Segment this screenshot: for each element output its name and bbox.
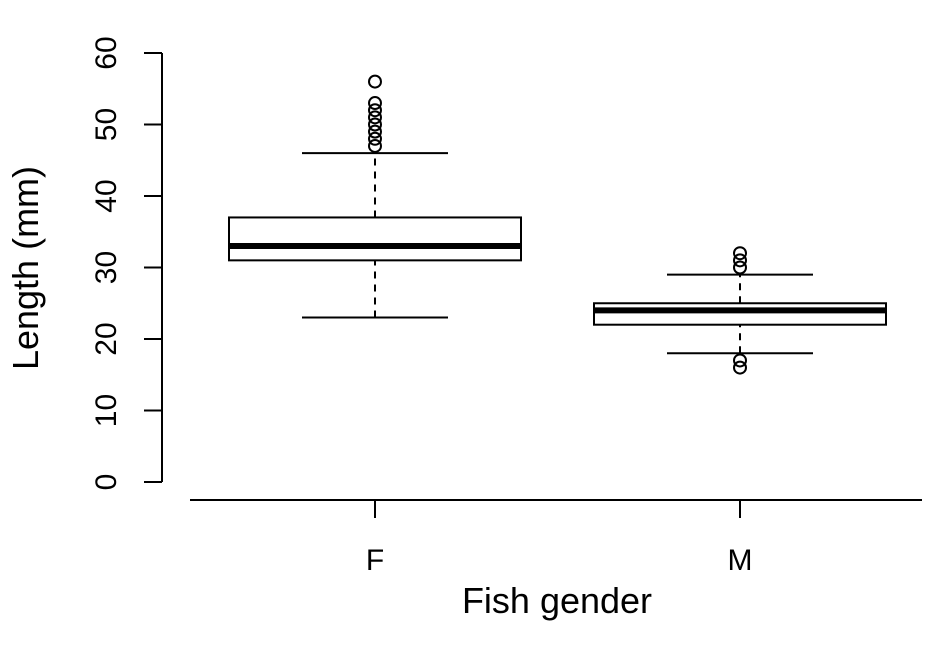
outlier-point: [733, 246, 747, 261]
y-tick-label: 50: [90, 108, 123, 141]
x-axis-title: Fish gender: [462, 580, 652, 621]
outlier-point: [368, 74, 382, 89]
y-tick-label: 20: [90, 322, 123, 355]
outlier-point: [733, 260, 747, 275]
outlier-point: [733, 360, 747, 375]
y-axis-title: Length (mm): [5, 166, 46, 370]
outlier-point: [368, 96, 382, 111]
outlier-point: [368, 103, 382, 118]
outlier-point: [368, 117, 382, 132]
iqr-box: [593, 302, 887, 326]
outlier-point: [368, 131, 382, 146]
y-tick-label: 60: [90, 36, 123, 69]
box-group: [228, 74, 887, 375]
outlier-point: [368, 110, 382, 125]
y-axis: 0 10 20 30 40 50 60: [90, 36, 163, 491]
box-F: [228, 74, 522, 319]
outlier-point: [733, 353, 747, 368]
outlier-point: [368, 124, 382, 139]
y-tick-label: 40: [90, 179, 123, 212]
iqr-box: [228, 216, 522, 262]
y-tick-label: 0: [90, 474, 123, 491]
box-M: [593, 246, 887, 375]
x-tick-label: M: [728, 544, 753, 577]
outlier-point: [368, 138, 382, 153]
y-tick-label: 30: [90, 251, 123, 284]
x-tick-label: F: [366, 544, 384, 577]
y-tick-label: 10: [90, 394, 123, 427]
outlier-point: [733, 253, 747, 268]
